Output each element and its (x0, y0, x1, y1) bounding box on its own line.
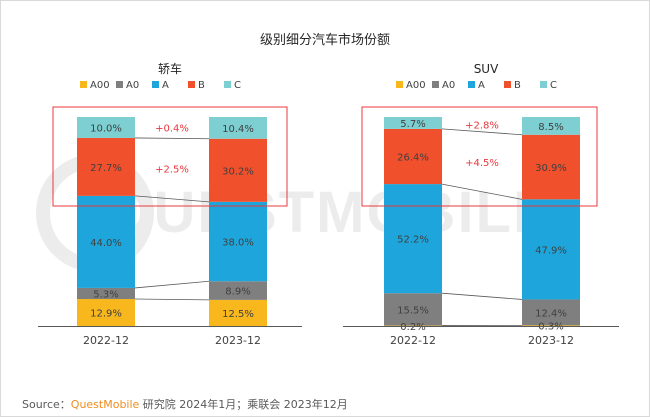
data-label-a0-2023-12: 8.9% (225, 287, 250, 298)
legend-swatch-b (504, 81, 511, 88)
x-tick-label-2023-12: 2023-12 (528, 334, 574, 347)
connector-line (134, 298, 210, 301)
bar-segment-a-2023-12 (522, 199, 580, 300)
legend-swatch-a0 (432, 81, 439, 88)
bar-segment-a00-2023-12 (209, 299, 267, 326)
x-tick-label-2022-12: 2022-12 (83, 334, 129, 347)
data-label-a0-2022-12: 15.5% (397, 305, 429, 316)
highlight-box (52, 106, 288, 207)
connector-line (441, 128, 523, 136)
data-label-b-2023-12: 30.2% (222, 166, 254, 177)
data-label-a-2022-12: 52.2% (397, 235, 429, 246)
legend-label-a: A (478, 80, 485, 91)
change-annotation-b: +2.5% (155, 165, 189, 176)
bar-segment-a-2023-12 (209, 201, 267, 282)
connector-line (134, 137, 210, 140)
bar-segment-a0-2023-12 (522, 299, 580, 326)
legend-swatch-a00 (396, 81, 403, 88)
data-label-a-2023-12: 38.0% (222, 238, 254, 249)
panel-subtitle: 轿车 (158, 61, 182, 76)
data-label-a0-2022-12: 5.3% (93, 289, 118, 300)
bar-segment-b-2023-12 (209, 138, 267, 202)
x-tick-label-2022-12: 2022-12 (390, 334, 436, 347)
bar-segment-a00-2022-12 (77, 299, 135, 326)
legend-swatch-c (540, 81, 547, 88)
legend-label-c: C (234, 80, 241, 91)
x-tick-label-2023-12: 2023-12 (215, 334, 261, 347)
source-suffix: 研究院 2024年1月；乘联会 2023年12月 (139, 398, 348, 411)
bar-segment-a0-2022-12 (77, 287, 135, 300)
data-label-b-2022-12: 26.4% (397, 153, 429, 164)
source-brand: QuestMobile (70, 398, 140, 411)
legend-label-a00: A00 (90, 80, 110, 91)
bar-segment-a00-2023-12 (522, 325, 580, 326)
legend-label-c: C (550, 80, 557, 91)
legend-label-b: B (514, 80, 521, 91)
legend-swatch-b (188, 81, 195, 88)
legend-label-b: B (198, 80, 205, 91)
chart-title: 级别细分汽车市场份额 (260, 32, 390, 48)
data-label-a0-2023-12: 12.4% (535, 308, 567, 319)
data-label-a-2022-12: 44.0% (90, 238, 122, 249)
highlight-box (361, 106, 598, 207)
data-label-a00-2022-12: 0.2% (400, 322, 425, 333)
bar-segment-a-2022-12 (384, 184, 442, 294)
panel-1: SUV A00 A0 A B C 0.2% 15.5% 52.2% 26.4% 5.7% 0.3% 12… (343, 62, 619, 347)
data-label-c-2023-12: 8.5% (538, 122, 563, 133)
legend-swatch-a (468, 81, 475, 88)
source-note: Source：QuestMobile 研究院 2024年1月；乘联会 2023年… (22, 396, 348, 412)
data-label-c-2022-12: 5.7% (400, 119, 425, 130)
data-label-b-2023-12: 30.9% (535, 163, 567, 174)
data-label-a-2023-12: 47.9% (535, 245, 567, 256)
connector-line (441, 292, 523, 300)
legend-label-a00: A00 (406, 80, 426, 91)
connector-line (441, 183, 523, 200)
watermark-text: QUESTMOBILE (106, 180, 553, 245)
bar-segment-c-2023-12 (209, 117, 267, 139)
data-label-a00-2022-12: 12.9% (90, 309, 122, 320)
data-label-c-2023-12: 10.4% (222, 124, 254, 135)
bar-segment-c-2023-12 (522, 117, 580, 135)
legend-label-a0: A0 (126, 80, 139, 91)
bar-segment-b-2022-12 (77, 137, 135, 196)
legend-swatch-a00 (80, 81, 87, 88)
data-label-b-2022-12: 27.7% (90, 163, 122, 174)
bar-segment-c-2022-12 (384, 117, 442, 129)
bar-segment-c-2022-12 (77, 117, 135, 138)
legend-label-a: A (162, 80, 169, 91)
legend-swatch-c (224, 81, 231, 88)
panel-0: 轿车 A00 A0 A B C 12.9% 5.3% 44.0% 27.7% 10.0% 12.5% 8… (38, 61, 302, 347)
change-annotation-c: +0.4% (155, 124, 189, 135)
bar-segment-b-2022-12 (384, 128, 442, 185)
legend-label-a0: A0 (442, 80, 455, 91)
change-annotation-c: +2.8% (465, 120, 499, 131)
data-label-a00-2023-12: 0.3% (538, 322, 563, 333)
change-annotation-b: +4.5% (465, 158, 499, 169)
legend-swatch-a0 (116, 81, 123, 88)
bar-segment-b-2023-12 (522, 134, 580, 200)
bar-segment-a0-2023-12 (209, 281, 267, 300)
panel-subtitle: SUV (474, 62, 499, 76)
source-prefix: Source： (22, 398, 71, 411)
data-label-c-2022-12: 10.0% (90, 123, 122, 134)
connector-line (134, 195, 210, 203)
connector-line (134, 280, 210, 289)
data-label-a00-2023-12: 12.5% (222, 309, 254, 320)
bar-segment-a-2022-12 (77, 195, 135, 288)
bar-segment-a0-2022-12 (384, 293, 442, 326)
legend-swatch-a (152, 81, 159, 88)
